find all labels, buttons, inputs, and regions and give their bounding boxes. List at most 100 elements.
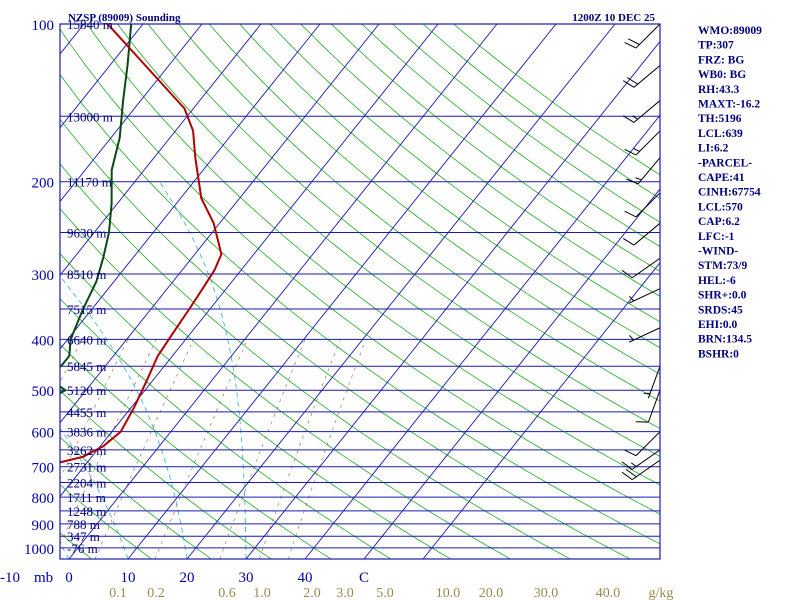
mixing-ratio-tick-label: 1.0 (253, 586, 271, 600)
sounding-index-label: CINH:67754 (698, 187, 761, 199)
dry-adiabat-line (208, 24, 660, 375)
sounding-index-label: BSHR:0 (698, 348, 739, 360)
dry-adiabat-line (60, 163, 571, 559)
dry-adiabat-line (60, 118, 631, 559)
mixing-ratio-tick-label: 30.0 (534, 586, 559, 600)
moist-adiabat-line (60, 427, 129, 559)
sounding-index-label: CAP:6.2 (698, 216, 740, 228)
mixing-ratio-tick-label: 5.0 (376, 586, 394, 600)
parcel-trace-line (0, 50, 48, 467)
sounding-index-label: -WIND- (698, 246, 738, 258)
dry-adiabat-line (60, 436, 212, 559)
dry-adiabat-line (0, 24, 32, 559)
height-label: 8510 m (67, 267, 106, 282)
height-label: 1711 m (67, 490, 106, 505)
sounding-index-label: -PARCEL- (698, 157, 752, 169)
wind-barb (622, 222, 661, 246)
isotherm-line (186, 24, 616, 559)
isotherm-line (245, 40, 660, 559)
mixing-ratio-tick-label: 20.0 (479, 586, 504, 600)
wind-barb (621, 449, 661, 470)
height-label: 11170 m (67, 175, 112, 190)
sounding-index-label: SHR+:0.0 (698, 290, 747, 302)
dry-adiabat-line (60, 298, 392, 559)
isotherm-line (0, 24, 25, 559)
pressure-tick-label: 400 (32, 333, 55, 349)
isotherm-line (60, 24, 144, 129)
dry-adiabat-line (60, 252, 451, 559)
isotherm-line (60, 24, 321, 350)
height-label: 5120 m (67, 383, 106, 398)
sounding-index-label: WMO:89009 (698, 25, 762, 37)
chart-title: NZSP (89009) Sounding (68, 12, 181, 24)
sounding-index-label: LCL:639 (698, 128, 743, 140)
temperature-tick-label: 0 (65, 570, 73, 586)
mixing-ratio-line (259, 339, 341, 559)
wind-barb (624, 431, 661, 457)
isotherm-line (363, 188, 660, 559)
mixing-ratio-line (94, 339, 194, 559)
dry-adiabat-line (178, 24, 660, 402)
height-label: 7515 m (67, 302, 106, 317)
sounding-index-label: SRDS:45 (698, 304, 743, 316)
sounding-index-label: TH:5196 (698, 113, 742, 125)
height-label: 9630 m (67, 225, 106, 240)
background-lines-layer (0, 24, 660, 559)
wind-barb (624, 130, 661, 156)
wind-barb (621, 257, 661, 279)
height-label: 347 m (67, 529, 100, 544)
height-label: 13000 m (67, 109, 113, 124)
dry-adiabat-line (60, 73, 660, 545)
wind-barb (622, 100, 661, 123)
temperature-tick-label: -10 (0, 570, 20, 586)
temperature-trace-line (60, 24, 223, 464)
sounding-index-label: EHI:0.0 (698, 319, 738, 331)
mixing-ratio-tick-label: 0.1 (109, 586, 127, 600)
sounding-index-label: CAPE:41 (698, 172, 745, 184)
height-label: 788 m (67, 517, 100, 532)
moist-adiabat-line (0, 182, 10, 559)
wind-barb (622, 65, 661, 88)
temperature-tick-label: 20 (180, 570, 195, 586)
mixing-ratio-tick-label: 40.0 (596, 586, 621, 600)
sounding-index-label: LI:6.2 (698, 143, 729, 155)
sounding-index-label: LCL:570 (698, 201, 743, 213)
height-label: 4455 m (67, 405, 106, 420)
wind-barb (626, 157, 661, 185)
mixing-ratio-tick-label: 0.6 (218, 586, 236, 600)
isotherm-line (127, 24, 557, 559)
mixing-ratio-line (154, 339, 248, 559)
dry-adiabat-line (300, 24, 660, 297)
dry-adiabat-line (269, 24, 660, 323)
height-label: 15840 m (67, 17, 113, 32)
sounding-index-label: RH:43.3 (698, 84, 739, 96)
pressure-tick-label: 200 (32, 176, 55, 192)
mixing-ratio-tick-label: g/kg (649, 586, 674, 600)
isotherm-line (60, 24, 203, 203)
sounding-index-label: TP:307 (698, 40, 734, 52)
mixing-ratio-line (219, 339, 306, 559)
isotherm-line (60, 24, 262, 276)
dry-adiabat-line (361, 24, 660, 248)
sounding-index-label: LFC:-1 (698, 231, 735, 243)
wind-barbs-layer (621, 23, 661, 481)
sounding-index-label: HEL:-6 (698, 275, 736, 287)
dry-adiabat-line (86, 24, 660, 486)
temperature-tick-label: C (359, 570, 369, 586)
dry-adiabat-line (60, 484, 152, 559)
moist-adiabat-line (158, 181, 247, 559)
height-label: -76 m (67, 541, 98, 556)
pressure-tick-label: 300 (32, 268, 55, 284)
wind-barb (621, 459, 661, 481)
dry-adiabat-line (117, 24, 660, 457)
dry-adiabat-line (60, 28, 660, 515)
height-label: 2204 m (67, 475, 106, 490)
height-label: 5845 m (67, 359, 106, 374)
dry-adiabat-line (60, 389, 272, 559)
pressure-tick-label: 700 (32, 461, 55, 477)
wind-barb (628, 288, 661, 304)
dewpoint-trace-line (60, 24, 133, 395)
isotherm-line (60, 24, 380, 424)
pressure-axis-unit: mb (34, 570, 53, 586)
